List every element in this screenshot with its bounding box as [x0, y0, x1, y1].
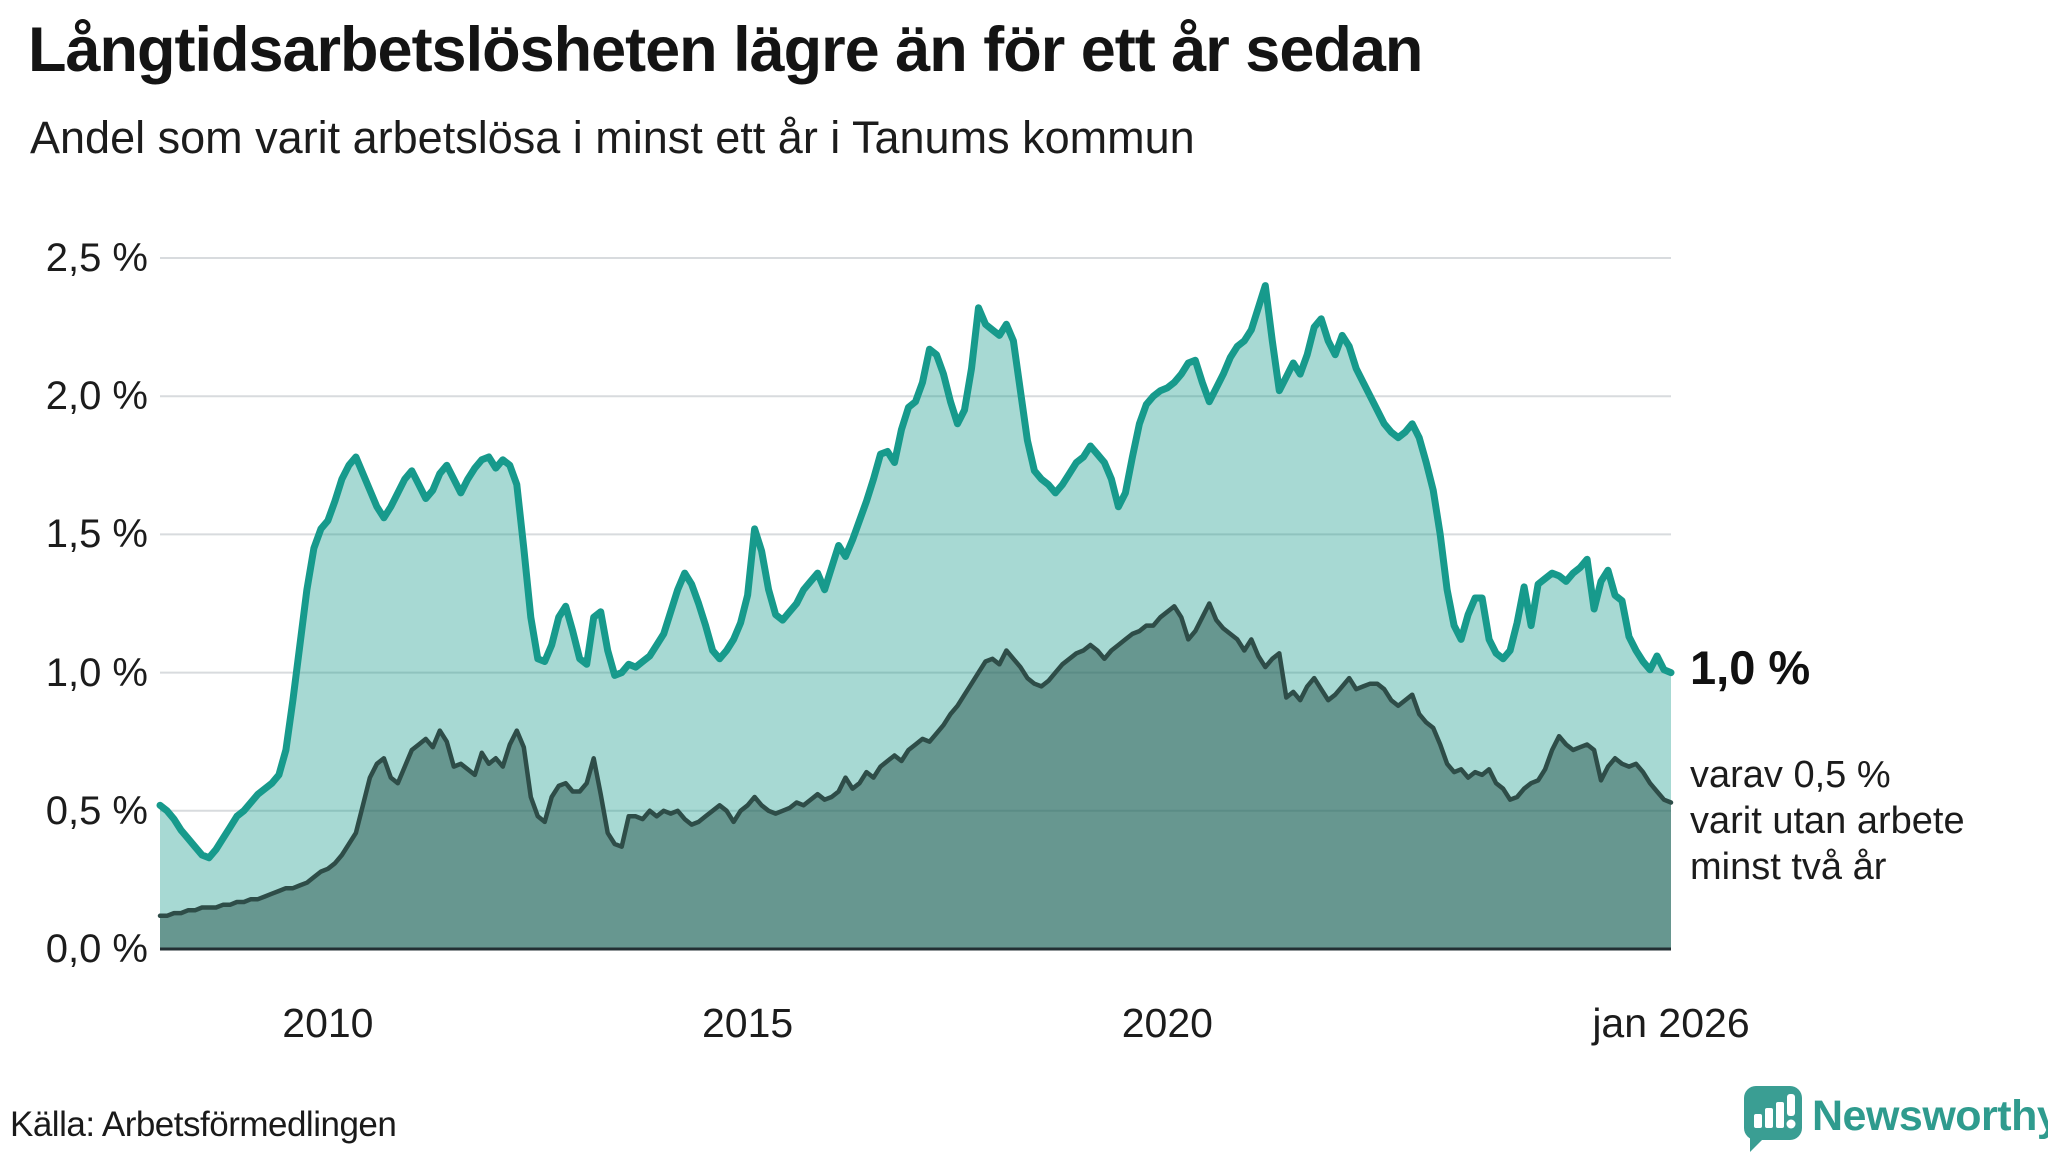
line-unemployed-one-year [156, 282, 1675, 862]
source-credit: Källa: Arbetsförmedlingen [10, 1105, 397, 1144]
x-axis-label: 2010 [282, 1000, 374, 1046]
y-axis-label: 1,0 % [45, 650, 148, 695]
y-axis-label: 2,5 % [45, 236, 148, 280]
newsworthy-logo-icon [1744, 1086, 1802, 1152]
end-value-annotation: 1,0 % [1690, 641, 1811, 694]
series2-note-annotation: varav 0,5 % varit utan arbete minst två … [1690, 752, 2040, 890]
page-title: Långtidsarbetslösheten lägre än för ett … [28, 15, 1423, 85]
line-unemployed-two-years [157, 601, 1674, 919]
page-subtitle: Andel som varit arbetslösa i minst ett å… [30, 112, 1195, 163]
area-unemployed-two-years [160, 603, 1671, 949]
newsworthy-brand[interactable]: Newsworthy [1742, 1082, 2048, 1152]
series2-note-line: varit utan arbete [1690, 800, 1965, 842]
x-axis-label: 2020 [1121, 1000, 1213, 1046]
y-axis-label: 1,5 % [45, 512, 148, 557]
y-axis-label: 0,0 % [45, 927, 148, 971]
y-axis-label: 2,0 % [45, 374, 148, 419]
x-axis-label: jan 2026 [1592, 1000, 1750, 1046]
x-axis-label: 2015 [702, 1000, 794, 1046]
brand-name: Newsworthy [1812, 1092, 2048, 1140]
series2-note-line: minst två år [1690, 846, 1887, 888]
series2-note-line: varav 0,5 % [1690, 754, 1891, 796]
y-axis-label: 0,5 % [45, 788, 148, 833]
